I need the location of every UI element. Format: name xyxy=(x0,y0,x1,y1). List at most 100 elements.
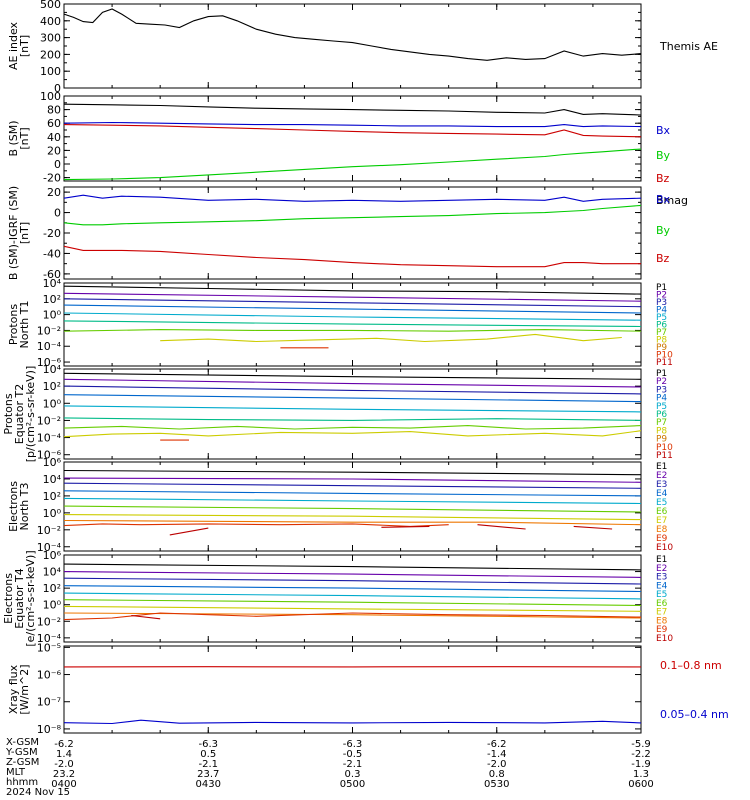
y-axis-title: Electrons xyxy=(2,573,15,624)
series-line-en-5 xyxy=(63,505,642,513)
y-axis-title: Electrons xyxy=(7,481,20,532)
y-axis-title: Xray flux xyxy=(7,664,20,714)
series-line-ae-0 xyxy=(63,8,642,61)
series-line-en-10 xyxy=(381,525,430,528)
legend-label: P8 xyxy=(656,426,667,436)
footer-value: -2.2 xyxy=(631,749,651,760)
legend-label: P5 xyxy=(656,313,667,323)
series-line-en-7 xyxy=(63,519,642,526)
y-tick-label: 10⁻² xyxy=(37,324,61,337)
legend-label: E3 xyxy=(656,480,667,490)
y-tick-label: 10⁻⁶ xyxy=(37,449,62,462)
y-axis-title: [p/(cm²-s-sr-keV)] xyxy=(24,366,37,463)
y-axis-title: Equator T2 xyxy=(13,384,26,444)
y-tick-label: 10² xyxy=(43,490,61,503)
y-tick-label: 10⁻⁶ xyxy=(37,356,62,369)
footer-value: 0600 xyxy=(628,779,653,790)
y-axis-title: North T1 xyxy=(18,301,31,349)
y-axis-title: [nT] xyxy=(18,222,31,244)
legend-label: Bz xyxy=(656,172,670,185)
footer-value: 0.5 xyxy=(200,749,216,760)
legend-label: P1 xyxy=(656,369,667,379)
legend-label: E2 xyxy=(656,564,667,574)
legend-label: P9 xyxy=(656,343,667,353)
legend-label: E1 xyxy=(656,462,667,472)
footer-value: -5.9 xyxy=(631,739,651,750)
footer-value: 0530 xyxy=(484,779,509,790)
y-tick-label: 400 xyxy=(40,15,61,28)
y-tick-label: 10⁻⁴ xyxy=(37,340,62,353)
footer-value: -2.1 xyxy=(198,759,218,770)
series-line-pe-2 xyxy=(63,385,642,395)
legend-label: E8 xyxy=(656,525,668,535)
y-tick-label: 80 xyxy=(47,104,61,117)
legend-label: E10 xyxy=(656,543,673,553)
footer-value: 0.3 xyxy=(345,769,361,780)
series-line-en-4 xyxy=(63,497,642,505)
legend-label: P11 xyxy=(656,451,673,461)
legend-label: E7 xyxy=(656,516,667,526)
y-tick-label: 10⁻⁵ xyxy=(37,641,61,654)
y-tick-label: 20 xyxy=(47,186,61,199)
y-axis-title: AE index xyxy=(7,21,20,70)
series-line-pn-2 xyxy=(63,298,642,308)
y-tick-label: 10⁴ xyxy=(43,566,62,579)
footer-value: -1.4 xyxy=(487,749,507,760)
series-line-ee-3 xyxy=(63,585,642,593)
footer-value: -6.3 xyxy=(198,739,218,750)
series-line-ee-8 xyxy=(63,612,642,621)
legend-label: E5 xyxy=(656,498,667,508)
panel-frame xyxy=(63,368,642,460)
y-tick-label: 20 xyxy=(47,144,61,157)
series-line-pn-6 xyxy=(63,329,642,332)
legend-label: E7 xyxy=(656,608,667,618)
series-line-bsm-1 xyxy=(63,121,642,128)
y-axis-title: North T3 xyxy=(18,483,31,531)
y-tick-label: 0 xyxy=(54,82,61,95)
legend-label: P6 xyxy=(656,321,667,331)
series-line-ee-2 xyxy=(63,577,642,585)
legend-label: P10 xyxy=(656,351,673,361)
y-tick-label: 10² xyxy=(43,293,61,306)
legend-label: E2 xyxy=(656,471,667,481)
y-tick-label: 40 xyxy=(47,131,61,144)
y-tick-label: 0 xyxy=(54,207,61,220)
panel-frame xyxy=(63,554,642,643)
legend-label: P9 xyxy=(656,435,667,445)
legend-label: E9 xyxy=(656,534,668,544)
legend-label: Bz xyxy=(656,252,670,265)
y-tick-label: 10⁻⁴ xyxy=(37,632,62,645)
footer-value: 1.4 xyxy=(56,749,72,760)
y-tick-label: 60 xyxy=(47,117,61,130)
footer-value: 0500 xyxy=(340,779,365,790)
series-line-xray-1 xyxy=(63,719,642,725)
y-tick-label: 10⁻⁸ xyxy=(37,723,62,736)
series-line-bigrf-2 xyxy=(63,245,641,268)
legend-label: P3 xyxy=(656,298,667,308)
footer-value: -2.0 xyxy=(54,759,74,770)
footer-value: -6.2 xyxy=(54,739,74,750)
footer-value: 0430 xyxy=(196,779,221,790)
legend-label: 0.05–0.4 nm xyxy=(660,708,729,721)
y-axis-title: [nT] xyxy=(18,35,31,57)
series-line-en-2 xyxy=(63,482,642,489)
y-tick-label: 10⁰ xyxy=(43,599,62,612)
legend-label: Bx xyxy=(656,193,671,206)
series-line-bsm-3 xyxy=(63,148,642,181)
y-tick-label: 0 xyxy=(54,158,61,171)
series-line-pe-3 xyxy=(63,394,642,403)
series-line-pe-6 xyxy=(63,425,642,430)
series-line-bigrf-0 xyxy=(63,194,642,202)
panel-frame xyxy=(63,645,642,734)
y-tick-label: -20 xyxy=(43,172,61,185)
legend-label: E8 xyxy=(656,616,668,626)
footer-value: -2.1 xyxy=(343,759,363,770)
y-axis-title: Protons xyxy=(2,393,15,434)
series-line-pn-5 xyxy=(63,320,642,328)
series-line-pn-4 xyxy=(63,312,642,321)
y-axis-title: [nT] xyxy=(18,127,31,149)
series-line-ee-6 xyxy=(63,605,642,612)
